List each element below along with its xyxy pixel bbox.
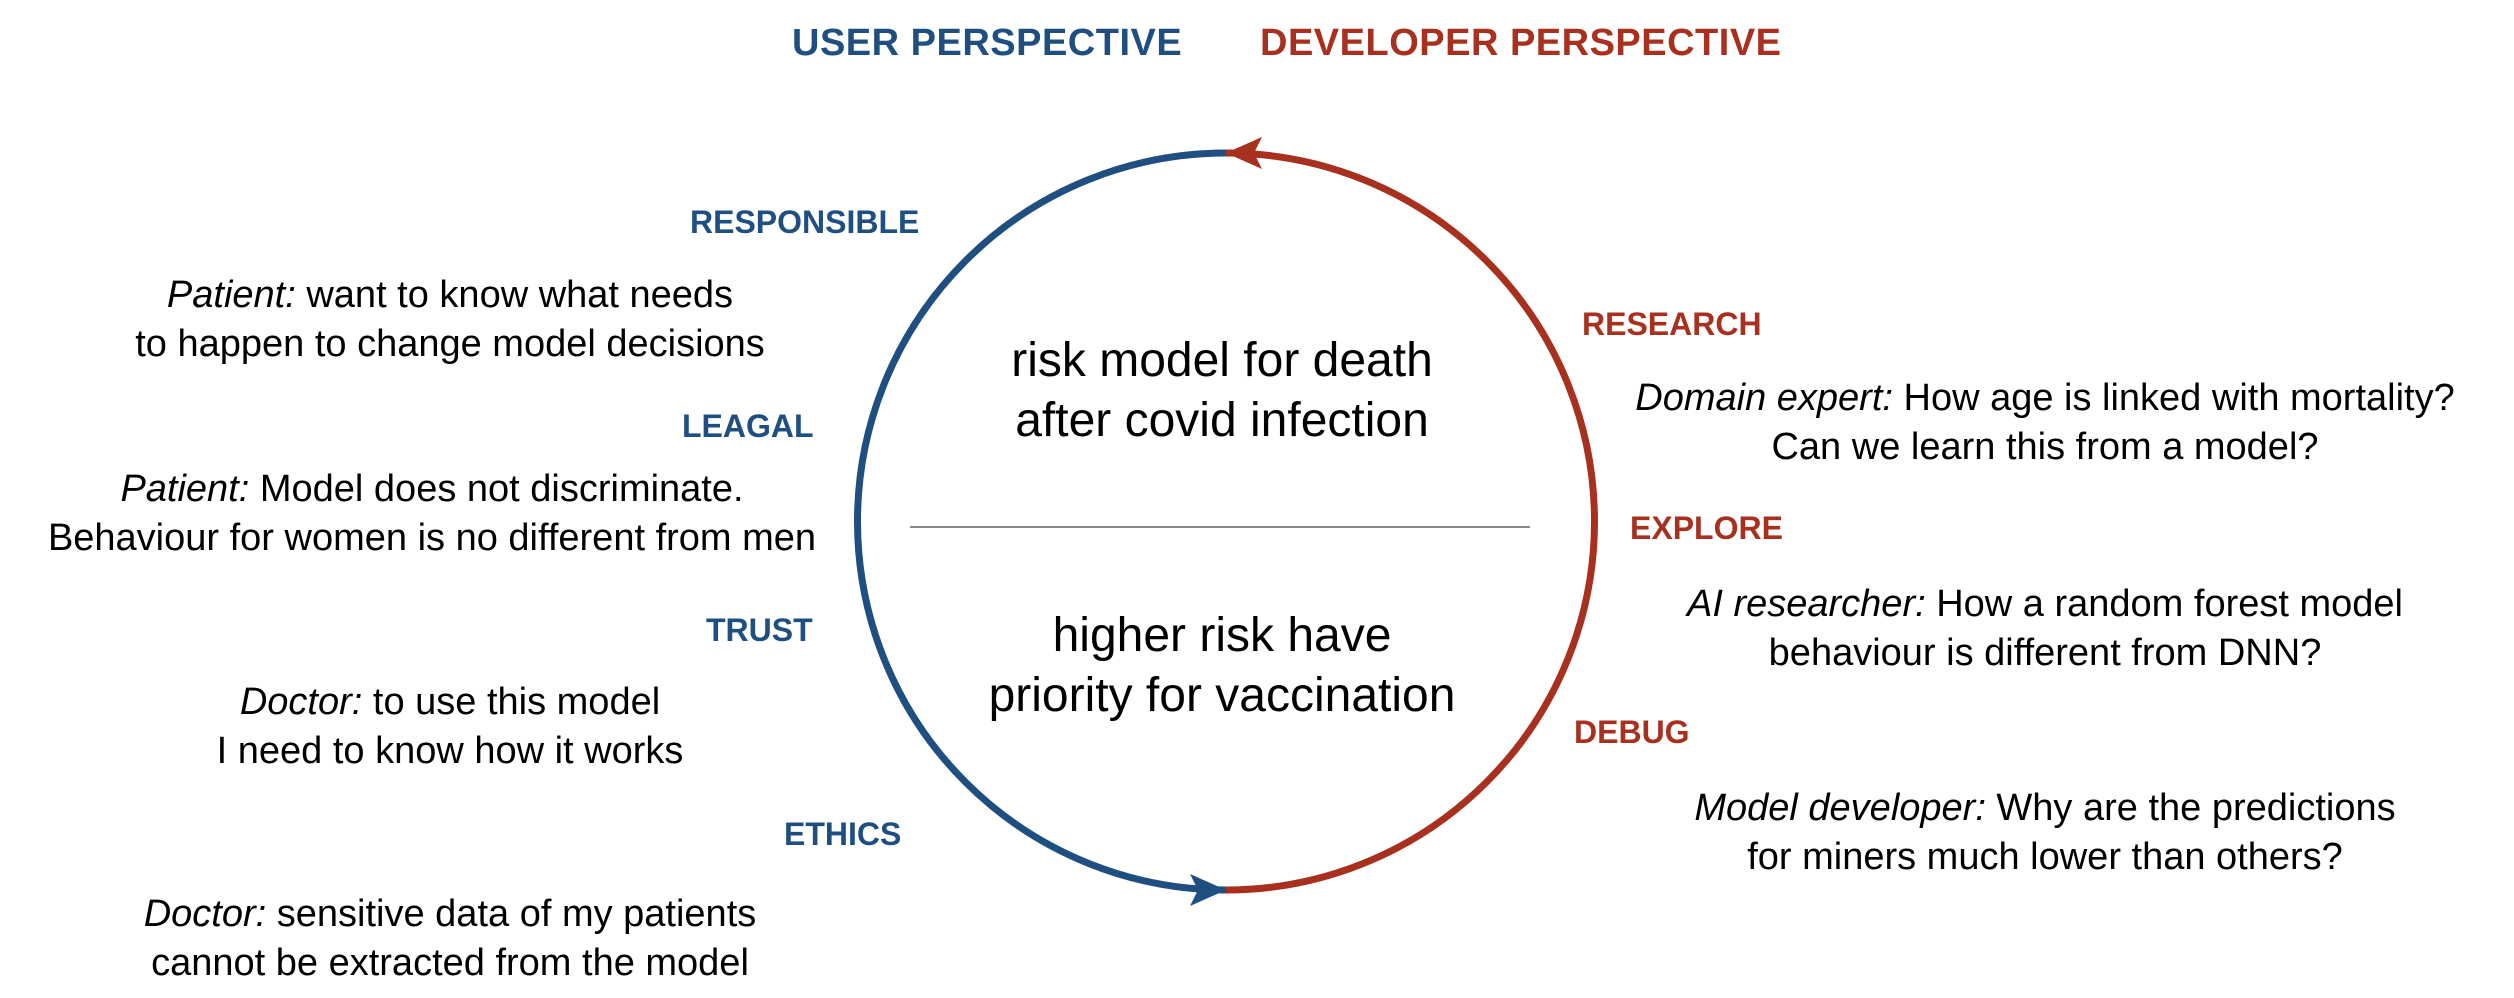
statement-line: Model does not discriminate. (249, 468, 744, 510)
user-perspective-heading: USER PERSPECTIVE (792, 22, 1183, 64)
category-label-explore: EXPLORE (1630, 510, 1783, 546)
role-label: Patient: (120, 468, 250, 510)
category-label-ethics: ETHICS (784, 816, 902, 852)
category-label-research: RESEARCH (1582, 306, 1762, 342)
statement-line: behaviour is different from DNN? (1768, 632, 2322, 674)
developer-item-explore: AI researcher: How a random forest model… (1590, 580, 2500, 678)
category-label-responsible: RESPONSIBLE (690, 204, 920, 240)
statement-line: for miners much lower than others? (1747, 836, 2343, 878)
role-label: Doctor: (143, 893, 267, 935)
developer-perspective-arc (1225, 149, 1598, 894)
role-label: Domain expert: (1635, 377, 1893, 419)
statement-line: Behaviour for women is no different from… (47, 517, 817, 559)
category-label-debug: DEBUG (1574, 714, 1690, 750)
user-item-trust: Doctor: to use this model I need to know… (0, 678, 900, 776)
role-label: Patient: (166, 274, 296, 316)
developer-item-research: Domain expert: How age is linked with mo… (1590, 374, 2500, 472)
user-arc-arrowhead (1190, 874, 1226, 906)
statement-line: Why are the predictions (1985, 787, 2396, 829)
statement-line: want to know what needs (295, 274, 734, 316)
developer-perspective-heading: DEVELOPER PERSPECTIVE (1260, 22, 1782, 64)
statement-line: I need to know how it works (216, 730, 684, 772)
user-item-responsible: Patient: want to know what needs to happ… (0, 271, 900, 369)
statement-line: How a random forest model (1925, 583, 2403, 625)
user-item-leagal: Patient: Model does not discriminate. Be… (0, 465, 864, 563)
user-item-ethics: Doctor: sensitive data of my patients ca… (0, 890, 900, 988)
user-perspective-arc (854, 149, 1227, 894)
center-top-text: risk model for death after covid infecti… (1011, 334, 1433, 447)
statement-line: cannot be extracted from the model (151, 942, 749, 984)
statement-line: How age is linked with mortality? (1892, 377, 2455, 419)
role-label: AI researcher: (1687, 583, 1926, 625)
category-label-trust: TRUST (706, 612, 813, 648)
category-label-leagal: LEAGAL (682, 408, 814, 444)
statement-line: to happen to change model decisions (135, 323, 765, 365)
statement-line: sensitive data of my patients (266, 893, 757, 935)
role-label: Model developer: (1694, 787, 1986, 829)
center-bottom-text: higher risk have priority for vaccinatio… (988, 609, 1456, 722)
statement-line: Can we learn this from a model? (1771, 426, 2319, 468)
statement-line: to use this model (362, 681, 661, 723)
developer-item-debug: Model developer: Why are the predictions… (1590, 784, 2500, 882)
role-label: Doctor: (239, 681, 363, 723)
developer-arc-arrowhead (1226, 137, 1262, 169)
